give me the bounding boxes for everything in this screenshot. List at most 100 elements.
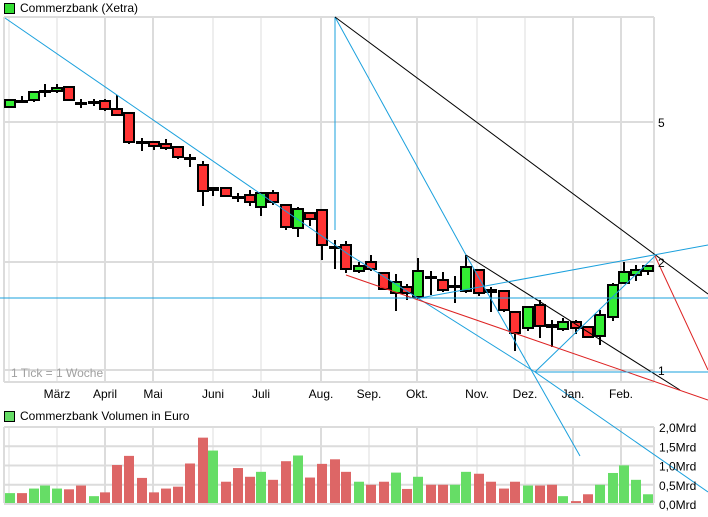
candle-down	[99, 100, 111, 110]
volume-bar	[293, 455, 303, 503]
candle-up	[255, 192, 267, 208]
candle-up	[607, 284, 619, 318]
volume-bar	[221, 481, 231, 503]
volume-bar	[631, 479, 641, 503]
x-axis-label: Nov.	[465, 387, 489, 401]
candle-down	[570, 321, 582, 329]
volume-bar	[499, 488, 509, 503]
candle-up	[28, 91, 40, 101]
candle-down	[220, 187, 232, 197]
volume-bar	[583, 494, 593, 503]
candle-up	[522, 306, 534, 329]
candle-down	[244, 194, 256, 203]
trend-line	[334, 16, 708, 295]
volume-bar	[438, 484, 448, 503]
x-axis-label: Aug.	[309, 387, 334, 401]
candle-up	[51, 87, 63, 92]
trend-line	[334, 16, 467, 256]
volume-y-axis-label: 0,0Mrd	[659, 498, 696, 512]
candle-down	[197, 164, 209, 192]
y-axis-label: 1	[658, 364, 665, 378]
volume-bar	[124, 455, 134, 503]
trend-line	[419, 244, 708, 299]
volume-bar	[474, 473, 484, 503]
volume-bar	[100, 492, 110, 503]
x-axis-label: Okt.	[406, 387, 428, 401]
candle-down	[123, 112, 135, 143]
candle-down	[63, 86, 75, 101]
volume-chart-title: Commerzbank Volumen in Euro	[20, 409, 190, 423]
trend-line	[4, 17, 349, 255]
candle-down	[378, 272, 390, 290]
candle-up	[642, 265, 654, 272]
volume-bar	[268, 479, 278, 503]
volume-bar	[64, 489, 74, 503]
candle-down	[316, 209, 328, 246]
volume-bar	[413, 476, 423, 503]
x-axis-label: April	[93, 387, 117, 401]
y-axis-label: 5	[658, 116, 665, 130]
candle-down	[401, 286, 413, 294]
volume-bar	[486, 481, 496, 503]
price-chart-title: Commerzbank (Xetra)	[20, 1, 139, 15]
candle-down	[498, 290, 510, 311]
trend-line	[534, 255, 656, 373]
volume-bar	[281, 461, 291, 503]
volume-bar	[535, 485, 545, 503]
volume-bar	[317, 463, 327, 503]
volume-legend-swatch	[4, 410, 15, 422]
candle-doji	[88, 101, 100, 104]
volume-bar	[76, 485, 86, 503]
x-axis-label: Jan.	[562, 387, 585, 401]
candle-down	[172, 146, 184, 158]
candle-doji	[136, 141, 148, 144]
candle-down	[340, 244, 352, 270]
candle-down	[485, 289, 497, 293]
candle-doji	[425, 276, 437, 279]
candle-up	[618, 271, 630, 284]
volume-bar	[402, 488, 412, 503]
candle-doji	[75, 102, 87, 105]
volume-bar	[149, 492, 159, 503]
x-axis-label: Feb.	[609, 387, 633, 401]
volume-y-axis-label: 1,0Mrd	[659, 460, 696, 474]
candle-up	[594, 314, 606, 337]
candle-down	[280, 204, 292, 228]
candle-up	[557, 321, 569, 330]
candle-doji	[39, 90, 51, 93]
candle-doji	[329, 246, 341, 249]
candle-down	[148, 141, 160, 147]
x-axis-label: Mai	[143, 387, 162, 401]
volume-y-axis-label: 0,5Mrd	[659, 479, 696, 493]
volume-chart-legend: Commerzbank Volumen in Euro	[4, 409, 189, 423]
trend-line	[654, 255, 708, 371]
volume-bar	[391, 472, 401, 503]
volume-bar	[89, 496, 99, 503]
tick-interval-note: 1 Tick = 1 Woche	[11, 366, 103, 380]
volume-bar	[185, 463, 195, 503]
candle-down	[546, 324, 558, 328]
candle-doji	[232, 196, 244, 199]
axis-labels: März April Mai Juni Juli Aug. Sep. Okt. Nov. Dez.…	[11, 116, 696, 512]
volume-bar	[619, 465, 629, 503]
volume-bar	[305, 477, 315, 503]
volume-bar	[137, 477, 147, 503]
candle-up	[353, 265, 365, 272]
candle-up	[292, 208, 304, 229]
candle-down	[111, 108, 123, 116]
trend-line	[465, 254, 581, 457]
price-legend-swatch	[4, 2, 15, 14]
x-axis-label: Juli	[252, 387, 270, 401]
volume-bars	[5, 437, 653, 503]
volume-bar	[198, 437, 208, 503]
x-axis-label: Sep.	[357, 387, 382, 401]
main-chart-legend: Commerzbank (Xetra)	[4, 1, 138, 15]
volume-bar	[330, 459, 340, 503]
volume-bar	[366, 484, 376, 503]
candle-down	[267, 192, 279, 203]
volume-bar	[5, 493, 15, 503]
volume-bar	[112, 465, 122, 503]
y-axis-label: 2	[658, 256, 665, 270]
volume-bar	[510, 481, 520, 503]
volume-bar	[608, 472, 618, 503]
